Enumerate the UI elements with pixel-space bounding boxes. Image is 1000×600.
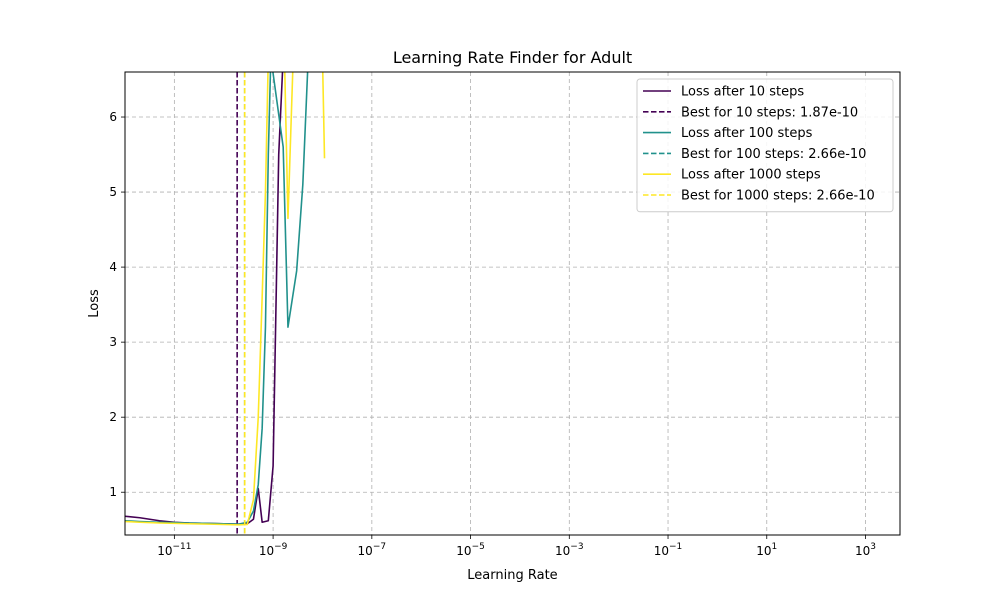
plot-area-frame <box>124 71 901 536</box>
legend-label: Loss after 100 steps <box>681 126 813 141</box>
x-tick-label: 101 <box>756 542 777 558</box>
legend-label: Best for 100 steps: 2.66e-10 <box>681 147 866 162</box>
y-tick-label: 2 <box>109 410 117 424</box>
y-tick-label: 3 <box>109 335 117 349</box>
x-tick-label: 10−7 <box>358 542 387 558</box>
legend: Loss after 10 steps Best for 10 steps: 1.… <box>636 78 894 213</box>
x-tick-exponent: −1 <box>669 542 682 552</box>
legend-label: Best for 10 steps: 1.87e-10 <box>681 105 858 120</box>
x-tick-base: 10 <box>756 544 771 558</box>
x-axis-ticks: 10−11 10−9 10−7 10−5 10−3 10−1 101 103 <box>157 535 876 558</box>
x-tick-label: 10−9 <box>259 542 288 558</box>
x-tick-exponent: −11 <box>173 542 192 552</box>
y-tick-label: 4 <box>109 260 117 274</box>
x-tick-exponent: −9 <box>274 542 288 552</box>
x-tick-base: 10 <box>855 544 870 558</box>
legend-label: Best for 1000 steps: 2.66e-10 <box>681 189 875 204</box>
x-tick-exponent: −5 <box>472 542 485 552</box>
x-tick-label: 10−1 <box>654 542 683 558</box>
x-tick-exponent: 3 <box>870 542 876 552</box>
x-tick-label: 10−5 <box>456 542 485 558</box>
loss-line-4 <box>125 72 326 526</box>
legend-label: Loss after 10 steps <box>681 85 804 100</box>
x-tick-label: 103 <box>855 542 876 558</box>
x-tick-base: 10 <box>555 544 570 558</box>
y-axis-label: Loss <box>87 289 102 318</box>
y-tick-label: 6 <box>109 110 117 124</box>
x-tick-base: 10 <box>358 544 373 558</box>
x-tick-label: 10−3 <box>555 542 584 558</box>
x-tick-exponent: −3 <box>570 542 583 552</box>
x-tick-base: 10 <box>157 544 172 558</box>
x-tick-base: 10 <box>259 544 274 558</box>
plot-series <box>125 72 326 535</box>
x-axis-label: Learning Rate <box>467 568 557 583</box>
y-axis-ticks: 1 2 3 4 5 6 <box>109 110 125 499</box>
legend-label: Loss after 1000 steps <box>681 168 821 183</box>
y-tick-label: 5 <box>109 185 117 199</box>
legend-box <box>636 78 894 213</box>
x-tick-exponent: −7 <box>373 542 386 552</box>
x-tick-exponent: 1 <box>772 542 778 552</box>
x-tick-base: 10 <box>456 544 471 558</box>
y-tick-label: 1 <box>109 485 117 499</box>
x-tick-label: 10−11 <box>157 542 191 558</box>
x-tick-base: 10 <box>654 544 669 558</box>
chart-title: Learning Rate Finder for Adult <box>393 48 632 67</box>
